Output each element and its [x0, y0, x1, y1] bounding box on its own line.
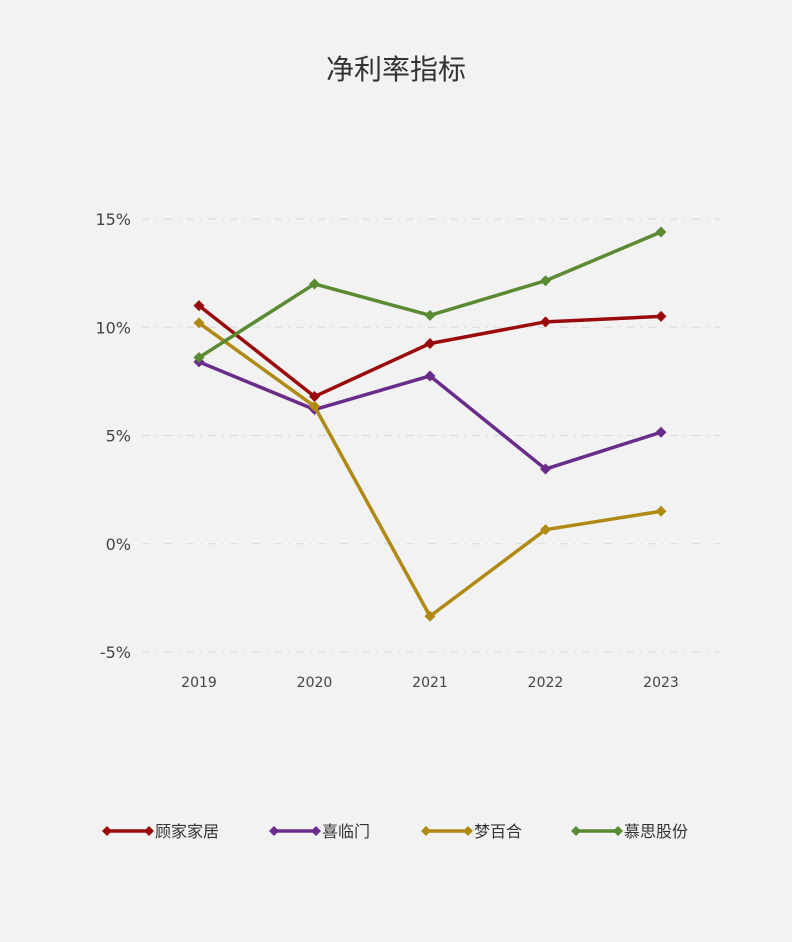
data-point [193, 352, 205, 364]
legend-marker [269, 826, 279, 836]
legend-marker [613, 826, 623, 836]
y-tick-label: 0% [106, 535, 131, 554]
legend-label: 顾家家居 [155, 822, 219, 841]
legend: 顾家家居 喜临门 梦百合 慕思股份 [102, 822, 688, 841]
data-point [655, 426, 667, 438]
x-tick-label: 2020 [297, 675, 333, 691]
data-point [540, 463, 551, 475]
series-3 [193, 317, 667, 622]
legend-marker [102, 826, 112, 836]
legend-marker [144, 826, 154, 836]
data-point [424, 309, 436, 321]
legend-marker [463, 826, 473, 836]
chart-title: 净利率指标 [326, 53, 466, 86]
legend-item: 梦百合 [421, 822, 522, 841]
x-tick-label: 2022 [528, 675, 564, 691]
legend-item: 慕思股份 [571, 822, 688, 841]
x-axis-ticks: 2019 2020 2021 2022 2023 [181, 675, 679, 691]
data-point [424, 610, 436, 622]
data-point [193, 317, 205, 329]
y-tick-label: 15% [95, 210, 131, 229]
x-tick-label: 2019 [181, 675, 217, 691]
data-point [424, 337, 436, 349]
y-tick-label: 10% [95, 318, 131, 337]
data-point [655, 226, 667, 238]
data-point [540, 524, 551, 536]
x-tick-label: 2021 [412, 675, 448, 691]
legend-item: 顾家家居 [102, 822, 219, 841]
legend-label: 喜临门 [322, 822, 370, 841]
data-point [655, 505, 667, 517]
series-lines [193, 226, 667, 622]
data-point [424, 370, 436, 382]
data-point [309, 400, 320, 412]
legend-marker [571, 826, 581, 836]
legend-label: 梦百合 [474, 822, 522, 841]
data-point [309, 391, 320, 403]
legend-item: 喜临门 [269, 822, 370, 841]
y-tick-label: 5% [106, 427, 131, 446]
legend-label: 慕思股份 [624, 822, 688, 841]
data-point [309, 278, 320, 290]
series-2 [193, 356, 667, 475]
series-line [197, 321, 663, 619]
data-point [540, 316, 551, 328]
series-1 [193, 300, 667, 403]
y-axis-ticks: 15% 10% 5% 0% -5% [95, 210, 131, 662]
data-point [193, 300, 205, 312]
x-tick-label: 2023 [643, 675, 679, 691]
series-4 [193, 226, 667, 364]
data-point [540, 275, 551, 287]
grid-lines [142, 218, 720, 653]
data-point [655, 310, 667, 322]
legend-marker [311, 826, 321, 836]
y-tick-label: -5% [100, 643, 131, 662]
legend-marker [421, 826, 431, 836]
